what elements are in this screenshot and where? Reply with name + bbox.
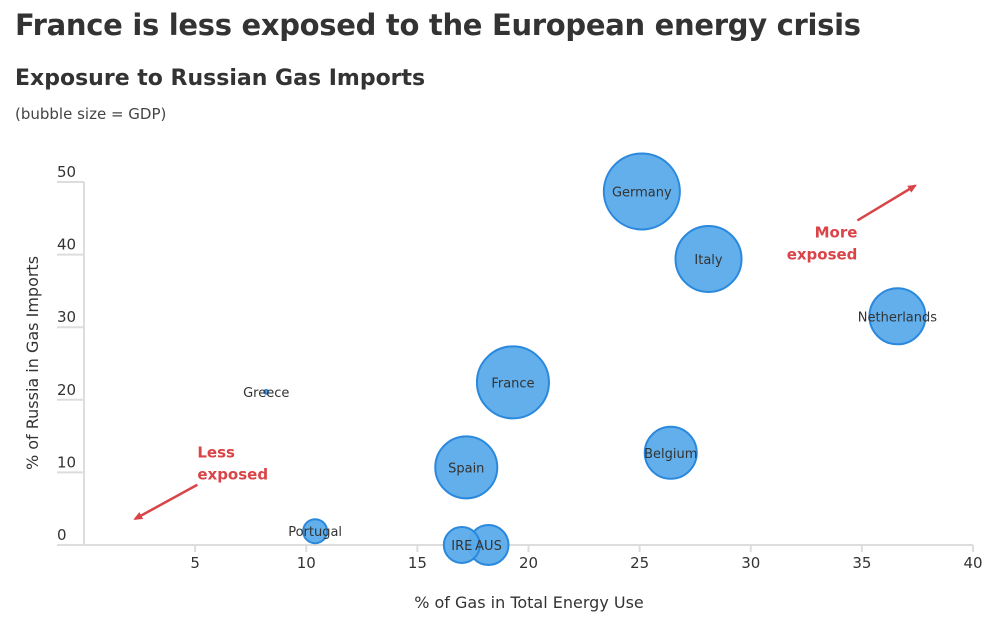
bubble-label-italy: Italy [694,253,723,268]
chart-subtitle: Exposure to Russian Gas Imports [15,66,426,91]
bubble-belgium[interactable] [643,425,698,480]
y-axis-title: % of Russia in Gas Imports [23,256,42,470]
annotations-layer: More exposed Less exposed [133,184,917,520]
bubble-netherlands[interactable] [868,287,927,346]
bubble-label-ire: IRE [451,539,472,554]
annotation-text: exposed [787,245,858,263]
x-axis-title: % of Gas in Total Energy Use [414,593,644,612]
bubble-label-spain: Spain [448,461,484,476]
bubble-size-note: (bubble size = GDP) [15,105,167,123]
bubble-france[interactable] [475,345,550,420]
chart-title: France is less exposed to the European e… [15,8,861,42]
y-tick-label: 0 [57,526,67,544]
bubble-germany[interactable] [602,152,681,231]
y-tick-label: 40 [57,236,76,254]
bubble-label-greece: Greece [243,386,289,401]
y-tick-label: 20 [57,381,76,399]
x-tick-label: 15 [408,554,427,572]
bubble-greece[interactable] [263,388,270,395]
x-tick-label: 40 [963,554,982,572]
bubble-italy[interactable] [674,224,743,293]
x-tick-label: 35 [852,554,871,572]
bubble-label-portugal: Portugal [288,525,342,540]
bubble-label-france: France [491,376,534,391]
x-tick-label: 30 [741,554,760,572]
axes: 0 10 20 30 40 50 5 10 15 20 25 30 35 40 [57,163,983,572]
y-tick-label: 30 [57,308,76,326]
bubble-label-netherlands: Netherlands [858,310,937,325]
y-tick-label: 50 [57,163,76,181]
annotation-arrow-down-left [133,483,198,520]
x-tick-label: 5 [190,554,200,572]
annotation-text: More [815,223,858,241]
bubble-label-germany: Germany [612,185,672,200]
bubble-spain[interactable] [434,435,499,500]
x-tick-label: 25 [630,554,649,572]
y-tick-label: 10 [57,453,76,471]
annotation-text: exposed [197,466,268,484]
bubbles-layer: Germany Italy Netherlands France Greece Belgi… [243,152,937,566]
annotation-arrow-up-right [856,184,917,222]
x-tick-label: 20 [519,554,538,572]
bubble-label-aus: AUS [475,539,502,554]
bubble-label-belgium: Belgium [644,447,697,462]
annotation-text: Less [197,444,235,462]
bubble-ire[interactable] [442,526,481,564]
x-tick-label: 10 [297,554,316,572]
bubble-portugal[interactable] [302,518,329,545]
